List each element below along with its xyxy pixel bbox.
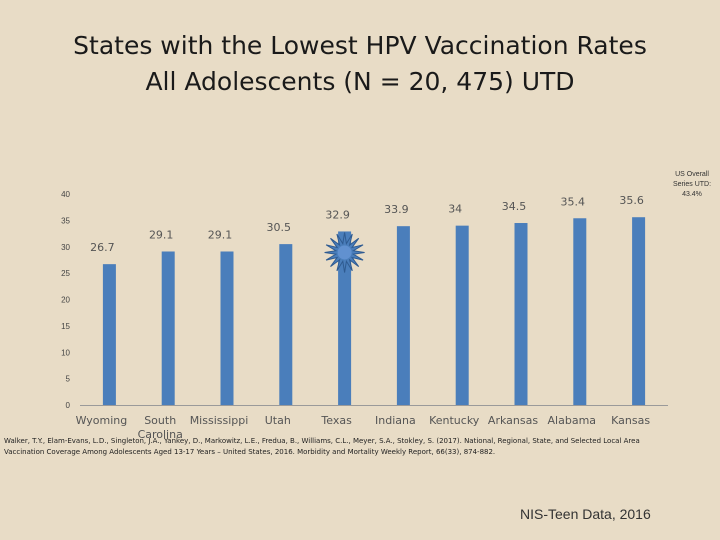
bar — [220, 251, 234, 405]
category-label: Alabama — [548, 414, 597, 427]
category-label: Utah — [265, 414, 291, 427]
data-label: 30.5 — [267, 221, 292, 234]
data-label: 34.5 — [502, 200, 527, 213]
y-tick-label: 25 — [61, 269, 70, 278]
category-label: Arkansas — [488, 414, 538, 427]
category-label: Kentucky — [429, 414, 480, 427]
y-tick-label: 0 — [66, 401, 71, 410]
bar — [396, 226, 410, 405]
data-label: 29.1 — [149, 228, 174, 241]
category-label: Carolina — [138, 428, 183, 441]
citation-line-2: Vaccination Coverage Among Adolescents A… — [4, 448, 496, 456]
callout-line-1: US Overall — [675, 171, 709, 178]
y-tick-label: 5 — [66, 375, 71, 384]
y-tick-label: 30 — [61, 243, 70, 252]
category-label: South — [144, 414, 176, 427]
citation-line-1: Walker, T.Y., Elam-Evans, L.D., Singleto… — [4, 437, 640, 445]
bar — [102, 264, 116, 405]
data-label: 35.6 — [619, 194, 644, 207]
y-tick-label: 35 — [61, 216, 70, 225]
data-label: 35.4 — [561, 195, 586, 208]
data-label: 32.9 — [325, 208, 350, 221]
bar — [279, 244, 293, 405]
category-label: Kansas — [611, 414, 650, 427]
category-label: Texas — [320, 414, 352, 427]
category-label: Wyoming — [76, 414, 128, 427]
y-tick-label: 20 — [61, 296, 70, 305]
data-label: 33.9 — [384, 203, 409, 216]
y-tick-label: 10 — [61, 348, 70, 357]
bar — [455, 225, 469, 405]
slide-title: States with the Lowest HPV Vaccination R… — [0, 28, 720, 100]
y-tick-label: 40 — [61, 190, 70, 199]
data-label: 26.7 — [90, 241, 115, 254]
category-label: Mississippi — [190, 414, 249, 427]
highlight-star-center — [337, 245, 352, 260]
citation: Walker, T.Y., Elam-Evans, L.D., Singleto… — [4, 436, 644, 458]
title-line-1: States with the Lowest HPV Vaccination R… — [73, 31, 647, 60]
title-line-2: All Adolescents (N = 20, 475) UTD — [145, 67, 575, 96]
callout-line-2: Series UTD: — [672, 181, 712, 188]
source-label: NIS-Teen Data, 2016 — [520, 506, 651, 522]
bar — [338, 231, 352, 405]
bar — [161, 251, 175, 405]
callout-line-3: 43.4% — [682, 191, 702, 198]
bar — [514, 223, 528, 405]
y-tick-label: 15 — [61, 322, 70, 331]
bar — [632, 217, 646, 405]
bar — [573, 218, 587, 405]
data-label: 34 — [448, 203, 462, 216]
data-label: 29.1 — [208, 228, 233, 241]
us-overall-callout: US Overall Series UTD: 43.4% — [664, 170, 720, 200]
category-label: Indiana — [375, 414, 416, 427]
